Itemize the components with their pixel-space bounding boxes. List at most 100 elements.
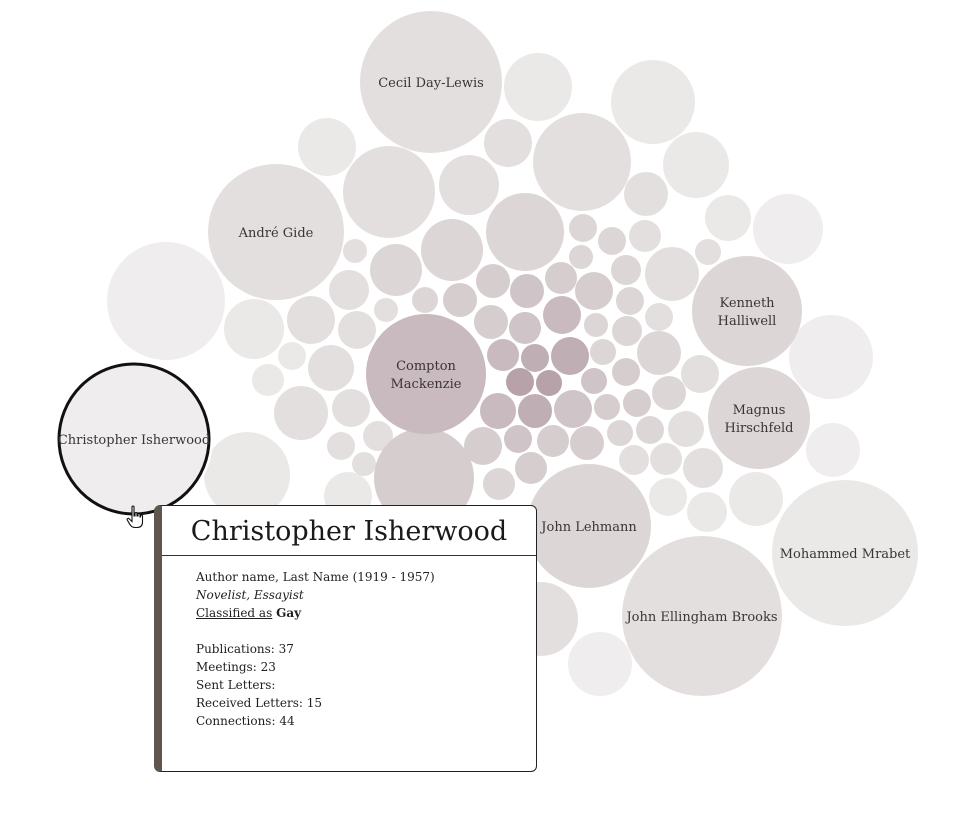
author-bubble[interactable] bbox=[619, 445, 649, 475]
author-bubble-labelled[interactable]: Compton Mackenzie bbox=[366, 314, 486, 434]
author-bubble[interactable] bbox=[568, 632, 632, 696]
author-bubble[interactable] bbox=[412, 287, 438, 313]
author-bubble[interactable] bbox=[695, 239, 721, 265]
author-bubble[interactable] bbox=[594, 394, 620, 420]
author-bubble[interactable] bbox=[474, 305, 508, 339]
author-bubble[interactable] bbox=[329, 270, 369, 310]
author-bubble[interactable] bbox=[687, 492, 727, 532]
author-bubble[interactable] bbox=[515, 452, 547, 484]
bubble-circle bbox=[360, 11, 502, 153]
bubble-label: Christopher Isherwood bbox=[58, 433, 210, 448]
author-bubble[interactable] bbox=[554, 390, 592, 428]
author-bubble[interactable] bbox=[476, 264, 510, 298]
author-bubble[interactable] bbox=[681, 355, 719, 393]
author-bubble[interactable] bbox=[636, 416, 664, 444]
author-bubble[interactable] bbox=[590, 339, 616, 365]
author-bubble[interactable] bbox=[509, 312, 541, 344]
selected-author-bubble[interactable]: Christopher Isherwood bbox=[55, 360, 213, 518]
author-bubble[interactable] bbox=[363, 421, 393, 451]
author-bubble[interactable] bbox=[652, 376, 686, 410]
author-bubble[interactable] bbox=[278, 342, 306, 370]
author-bubble[interactable] bbox=[352, 452, 376, 476]
author-bubble[interactable] bbox=[753, 194, 823, 264]
author-bubble[interactable] bbox=[584, 313, 608, 337]
author-bubble[interactable] bbox=[645, 247, 699, 301]
author-bubble[interactable] bbox=[607, 420, 633, 446]
author-bubble[interactable] bbox=[629, 220, 661, 252]
author-bubble[interactable] bbox=[637, 331, 681, 375]
author-bubble[interactable] bbox=[510, 274, 544, 308]
author-bubble[interactable] bbox=[650, 443, 682, 475]
author-bubble[interactable] bbox=[569, 245, 593, 269]
author-bubble[interactable] bbox=[543, 296, 581, 334]
author-bubble[interactable] bbox=[683, 448, 723, 488]
author-bubble[interactable] bbox=[287, 296, 335, 344]
author-bubble[interactable] bbox=[274, 386, 328, 440]
author-bubble[interactable] bbox=[487, 339, 519, 371]
author-bubble[interactable] bbox=[521, 344, 549, 372]
author-bubble[interactable] bbox=[729, 472, 783, 526]
author-bubble[interactable] bbox=[107, 242, 225, 360]
author-bubble-labelled[interactable]: André Gide bbox=[208, 164, 344, 300]
author-bubble[interactable] bbox=[569, 214, 597, 242]
author-bubble[interactable] bbox=[623, 389, 651, 417]
author-bubble[interactable] bbox=[506, 368, 534, 396]
author-bubble[interactable] bbox=[464, 427, 502, 465]
author-bubble[interactable] bbox=[612, 316, 642, 346]
author-bubble[interactable] bbox=[663, 132, 729, 198]
author-bubble[interactable] bbox=[504, 425, 532, 453]
author-bubble[interactable] bbox=[551, 337, 589, 375]
author-bubble[interactable] bbox=[668, 411, 704, 447]
author-bubble-labelled[interactable]: John Ellingham Brooks bbox=[622, 536, 782, 696]
bubble-circle bbox=[366, 314, 486, 434]
author-bubble[interactable] bbox=[575, 272, 613, 310]
author-bubble[interactable] bbox=[343, 239, 367, 263]
author-bubble[interactable] bbox=[598, 227, 626, 255]
author-bubble[interactable] bbox=[537, 425, 569, 457]
author-bubble[interactable] bbox=[483, 468, 515, 500]
author-bubble[interactable] bbox=[649, 478, 687, 516]
author-bubble[interactable] bbox=[611, 60, 695, 144]
author-bubble[interactable] bbox=[343, 146, 435, 238]
author-bubble[interactable] bbox=[616, 287, 644, 315]
author-bubble-labelled[interactable]: Magnus Hirschfeld bbox=[708, 367, 810, 469]
author-bubble[interactable] bbox=[624, 172, 668, 216]
author-bubble[interactable] bbox=[484, 119, 532, 167]
author-bubble[interactable] bbox=[439, 155, 499, 215]
author-bubble[interactable] bbox=[545, 262, 577, 294]
author-bubble[interactable] bbox=[645, 303, 673, 331]
author-bubble[interactable] bbox=[486, 193, 564, 271]
author-bubble[interactable] bbox=[332, 389, 370, 427]
author-bubble-labelled[interactable]: Kenneth Halliwell bbox=[692, 256, 802, 366]
author-bubble[interactable] bbox=[370, 244, 422, 296]
author-bubble[interactable] bbox=[204, 432, 290, 518]
author-bubble[interactable] bbox=[611, 255, 641, 285]
author-bubble[interactable] bbox=[298, 118, 356, 176]
author-bubble[interactable] bbox=[480, 393, 516, 429]
author-bubble-labelled[interactable]: John Lehmann bbox=[527, 464, 651, 588]
stat-connections: Connections: 44 bbox=[196, 714, 295, 728]
author-bubble[interactable] bbox=[612, 358, 640, 386]
author-bubble-labelled[interactable]: Cecil Day-Lewis bbox=[360, 11, 502, 153]
author-bubble[interactable] bbox=[338, 311, 376, 349]
author-bubble[interactable] bbox=[789, 315, 873, 399]
author-bubble-labelled[interactable]: Mohammed Mrabet bbox=[772, 480, 918, 626]
author-bubble[interactable] bbox=[421, 219, 483, 281]
author-bubble[interactable] bbox=[570, 426, 604, 460]
author-bubble[interactable] bbox=[308, 345, 354, 391]
author-bubble[interactable] bbox=[443, 283, 477, 317]
author-bubble[interactable] bbox=[327, 432, 355, 460]
bubble-label: Kenneth Halliwell bbox=[718, 296, 777, 329]
author-bubble[interactable] bbox=[536, 370, 562, 396]
author-bubble[interactable] bbox=[374, 428, 474, 528]
author-bubble[interactable] bbox=[504, 53, 572, 121]
author-bubble[interactable] bbox=[252, 364, 284, 396]
author-bubble[interactable] bbox=[224, 299, 284, 359]
author-bubble[interactable] bbox=[806, 423, 860, 477]
author-bubble[interactable] bbox=[705, 195, 751, 241]
author-bubble[interactable] bbox=[374, 298, 398, 322]
bubble-circle bbox=[208, 164, 344, 300]
author-bubble[interactable] bbox=[581, 368, 607, 394]
author-bubble[interactable] bbox=[533, 113, 631, 211]
author-bubble[interactable] bbox=[518, 394, 552, 428]
